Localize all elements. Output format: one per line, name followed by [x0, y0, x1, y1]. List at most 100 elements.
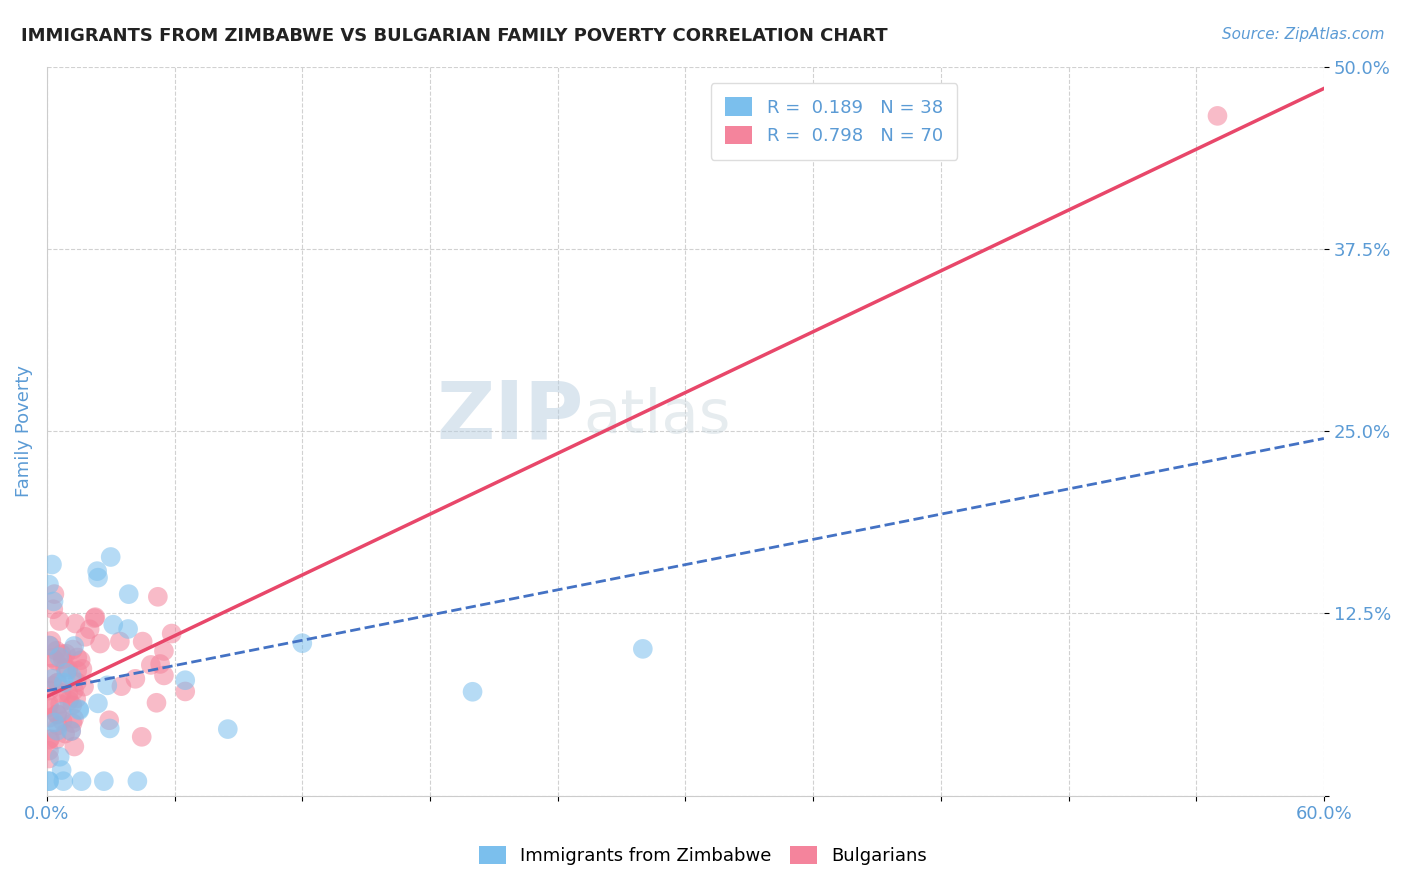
Point [45, 654, 67, 668]
Text: ZIP: ZIP [436, 377, 583, 456]
Point [98, 722, 121, 736]
Point [72, 662, 94, 676]
Point [38, 732, 60, 747]
Point [38, 744, 60, 758]
Y-axis label: Family Poverty: Family Poverty [15, 365, 32, 497]
Point [38, 774, 60, 789]
Point [75, 630, 97, 644]
Point [63, 739, 86, 754]
Point [48, 749, 70, 764]
Point [84, 610, 107, 624]
Point [146, 590, 169, 604]
Point [38, 683, 60, 698]
Point [46, 718, 69, 732]
Point [139, 657, 162, 672]
Point [89, 636, 111, 650]
Point [60, 698, 83, 713]
Point [55, 665, 77, 680]
Point [291, 636, 314, 650]
Point [127, 774, 149, 789]
Point [52, 675, 75, 690]
Point [118, 587, 141, 601]
Point [58, 693, 80, 707]
Point [87, 571, 110, 585]
Point [45, 732, 67, 747]
Point [62, 716, 84, 731]
Point [42, 602, 65, 616]
Point [39, 732, 62, 747]
Point [53, 660, 76, 674]
Point [67, 703, 90, 717]
Text: Source: ZipAtlas.com: Source: ZipAtlas.com [1222, 27, 1385, 42]
Point [60, 669, 83, 683]
Point [38, 711, 60, 725]
Point [49, 697, 72, 711]
Point [160, 626, 183, 640]
Point [38, 577, 60, 591]
Point [60, 724, 83, 739]
Point [131, 634, 153, 648]
Point [153, 668, 176, 682]
Text: atlas: atlas [583, 387, 731, 446]
Point [63, 683, 86, 698]
Point [41, 558, 63, 572]
Point [145, 696, 167, 710]
Point [60, 724, 83, 739]
Point [131, 730, 153, 744]
Point [56, 663, 79, 677]
Point [103, 617, 125, 632]
Point [110, 679, 132, 693]
Point [38, 774, 60, 789]
Point [45, 644, 67, 658]
Point [41, 650, 63, 665]
Point [38, 697, 60, 711]
Point [70, 774, 93, 789]
Point [51, 763, 73, 777]
Point [52, 774, 75, 789]
Point [149, 657, 172, 671]
Point [63, 712, 86, 726]
Point [67, 702, 90, 716]
Point [124, 672, 146, 686]
Point [51, 714, 73, 728]
Point [55, 647, 77, 661]
Text: IMMIGRANTS FROM ZIMBABWE VS BULGARIAN FAMILY POVERTY CORRELATION CHART: IMMIGRANTS FROM ZIMBABWE VS BULGARIAN FA… [21, 27, 887, 45]
Point [51, 647, 73, 661]
Point [42, 679, 65, 693]
Point [93, 774, 115, 789]
Point [46, 676, 69, 690]
Point [66, 675, 89, 690]
Point [39, 639, 62, 653]
Point [461, 685, 484, 699]
Point [86, 564, 108, 578]
Point [66, 664, 89, 678]
Point [217, 722, 239, 736]
Point [48, 614, 70, 628]
Point [52, 652, 75, 666]
Point [44, 587, 66, 601]
Point [153, 644, 176, 658]
Point [98, 713, 121, 727]
Point [174, 673, 197, 688]
Point [62, 642, 84, 657]
Point [46, 707, 69, 722]
Point [42, 715, 65, 730]
Point [96, 678, 118, 692]
Point [41, 633, 63, 648]
Point [100, 549, 122, 564]
Point [79, 622, 101, 636]
Point [53, 726, 76, 740]
Point [48, 650, 70, 665]
Point [65, 616, 87, 631]
Legend: R =  0.189   N = 38, R =  0.798   N = 70: R = 0.189 N = 38, R = 0.798 N = 70 [711, 83, 957, 160]
Point [58, 687, 80, 701]
Point [631, 641, 654, 656]
Point [42, 594, 65, 608]
Point [87, 697, 110, 711]
Point [65, 691, 87, 706]
Legend: Immigrants from Zimbabwe, Bulgarians: Immigrants from Zimbabwe, Bulgarians [470, 837, 936, 874]
Point [69, 653, 91, 667]
Point [73, 680, 96, 694]
Point [108, 634, 131, 648]
Point [117, 622, 139, 636]
